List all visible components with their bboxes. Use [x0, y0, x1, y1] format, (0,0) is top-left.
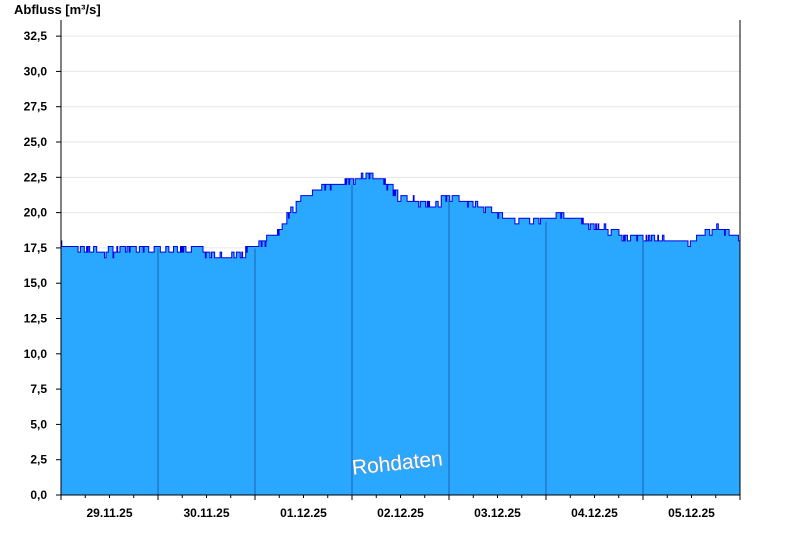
- series-line: [61, 172, 740, 259]
- y-tick-label: 0,0: [30, 488, 47, 502]
- x-tick-label: 02.12.25: [377, 506, 424, 520]
- y-tick-label: 2,5: [30, 453, 47, 467]
- x-tick-label: 30.11.25: [183, 506, 229, 520]
- y-tick-label: 10,0: [24, 347, 48, 361]
- y-tick-label: 22,5: [24, 170, 48, 184]
- y-tick-labels: 0,0 2,5 5,0 7,5 10,0 12,5 15,0 17,5 20,0 22,5 25,0…: [24, 29, 48, 502]
- x-tick-label: 01.12.25: [280, 506, 327, 520]
- series-area-fill: [61, 173, 740, 495]
- x-tick-label: 04.12.25: [571, 506, 618, 520]
- x-tick-labels: 29.11.25 30.11.25 01.12.25 02.12.25 03.12.25…: [86, 506, 715, 520]
- y-tick-label: 20,0: [24, 206, 48, 220]
- y-tick-label: 27,5: [24, 100, 48, 114]
- y-tick-label: 12,5: [24, 312, 48, 326]
- plot-area: [61, 172, 740, 495]
- x-tick-label: 29.11.25: [86, 506, 132, 520]
- day-boundary-lines: [157, 184, 644, 495]
- y-tick-label: 30,0: [24, 64, 48, 78]
- y-tick-label: 15,0: [24, 276, 48, 290]
- y-tick-label: 32,5: [24, 29, 48, 43]
- x-tick-label: 03.12.25: [474, 506, 521, 520]
- y-tick-label: 5,0: [30, 417, 47, 431]
- y-tick-label: 25,0: [24, 135, 48, 149]
- y-tick-label: 17,5: [24, 241, 48, 255]
- y-tick-label: 7,5: [30, 382, 47, 396]
- axes: [56, 20, 741, 500]
- x-tick-label: 05.12.25: [668, 506, 715, 520]
- y-axis-label: Abfluss [m³/s]: [14, 2, 101, 17]
